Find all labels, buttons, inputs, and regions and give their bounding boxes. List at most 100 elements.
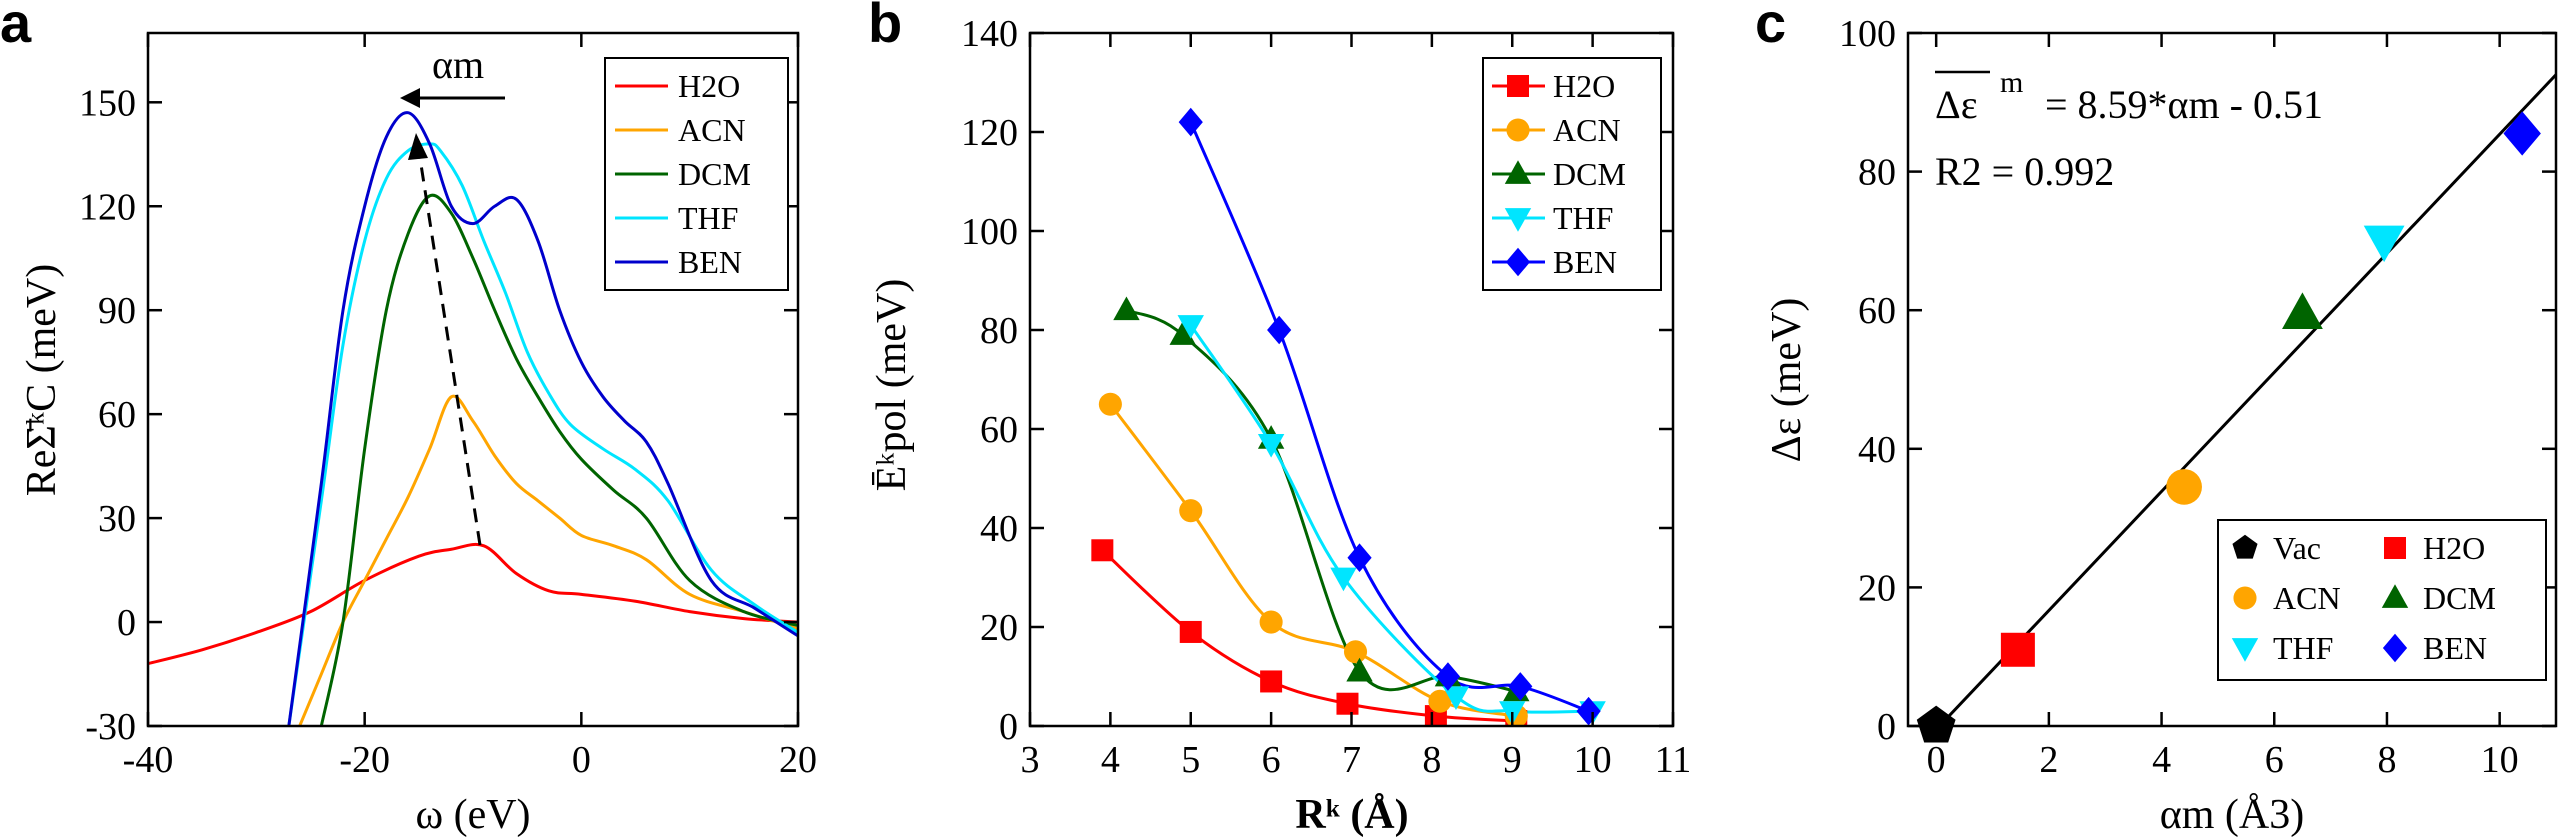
panel-c-frame [1906, 31, 2558, 728]
legend-label-thf: THF [2273, 630, 2333, 666]
data-point-ben [1178, 107, 1203, 137]
data-point-h2o [1179, 620, 1202, 643]
data-point-acn [2166, 469, 2202, 505]
y-tick-label: 40 [980, 508, 1018, 550]
series-line-ben [287, 111, 798, 726]
series-line-thf [287, 142, 798, 726]
data-point-dcm [1346, 657, 1373, 682]
data-point-thf [2363, 225, 2405, 263]
y-tick-label: 40 [1858, 429, 1896, 471]
x-tick-label: 10 [1574, 739, 1612, 781]
panel-a-x-ticks: -40 -20 0 20 [123, 33, 817, 781]
data-point-acn [1098, 392, 1122, 416]
x-tick-label: -40 [123, 739, 174, 781]
legend-label-dcm: DCM [678, 156, 751, 192]
y-tick-label: 100 [961, 211, 1018, 253]
panel-c-y-ticks: 0 20 40 60 80 100 [1839, 13, 2556, 748]
data-point-ben [1267, 315, 1292, 345]
x-tick-label: 9 [1503, 739, 1522, 781]
legend-marker-h2o [1507, 75, 1529, 97]
data-point-acn [1259, 610, 1283, 634]
data-point-ben [2503, 111, 2541, 156]
data-point-ben [1576, 696, 1601, 726]
x-tick-label: 0 [572, 739, 591, 781]
legend-marker-h2o [2384, 537, 2406, 559]
legend-label-h2o: H2O [1553, 68, 1615, 104]
panel-letter-a: a [0, 0, 32, 54]
panel-b-x-label: Rᵏ (Å) [1295, 792, 1408, 837]
data-point-thf [1330, 567, 1357, 592]
alpha-m-label: αm [432, 42, 484, 87]
data-point-acn [1343, 640, 1368, 664]
legend-label-h2o: H2O [678, 68, 740, 104]
y-tick-label: 60 [1858, 290, 1896, 332]
data-point-h2o [1260, 670, 1283, 693]
legend-label-acn: ACN [1553, 112, 1621, 148]
x-tick-label: 2 [2039, 739, 2058, 781]
x-tick-label: 5 [1181, 739, 1200, 781]
panel-letter-c: c [1755, 0, 1786, 54]
x-tick-label: 10 [2481, 739, 2519, 781]
series-line-acn [1109, 403, 1517, 718]
x-tick-label: 20 [779, 739, 817, 781]
legend-marker-ben [2382, 633, 2408, 663]
x-tick-label: 7 [1342, 739, 1361, 781]
y-tick-label: 80 [980, 310, 1018, 352]
legend-marker-acn [1506, 118, 1530, 142]
y-tick-label: 120 [79, 186, 136, 228]
data-point-acn [1428, 689, 1452, 713]
y-tick-label: 0 [1877, 706, 1896, 748]
x-tick-label: 6 [2265, 739, 2284, 781]
data-point-thf [1257, 433, 1285, 458]
y-tick-label: -30 [85, 706, 136, 748]
panel-letter-b: b [868, 0, 902, 54]
data-point-ben [1347, 543, 1372, 572]
panel-a: -40 -20 0 20 -30 0 30 60 90 120 150 ω (eV) ReΣ̄ᵏC… [19, 31, 817, 837]
y-tick-label: 150 [79, 82, 136, 124]
data-point-ben [1508, 672, 1533, 701]
panel-b: 3 4 5 6 7 8 9 10 11 0 20 40 60 80 100 120 140 Rᵏ (Å) Ēᵏ… [869, 13, 1691, 837]
panel-b-x-ticks: 3 4 5 6 7 8 9 10 11 [1021, 33, 1691, 781]
data-point-dcm [1113, 296, 1140, 321]
y-tick-label: 20 [1858, 567, 1896, 609]
data-point-thf [1442, 686, 1470, 711]
data-point-thf [1177, 315, 1204, 339]
data-point-acn [1179, 499, 1203, 523]
legend-label-thf: THF [678, 200, 738, 236]
panel-a-y-label: ReΣ̄ᵏC (meV) [19, 264, 65, 496]
panel-b-y-label: Ēᵏpol (meV) [869, 279, 915, 492]
y-tick-label: 90 [98, 290, 136, 332]
data-point-dcm [1169, 321, 1196, 345]
y-tick-label: 0 [999, 706, 1018, 748]
legend-label-acn: ACN [2273, 580, 2341, 616]
legend-label-ben: BEN [2423, 630, 2487, 666]
data-point-ben [1435, 662, 1461, 691]
fit-equation: Δε m = 8.59*αm - 0.51 R2 = 0.992 [1935, 66, 2323, 194]
legend-marker-acn [2233, 586, 2257, 610]
legend-marker-dcm [2381, 584, 2409, 608]
fit-equation-lhs: Δε [1935, 82, 1978, 127]
panel-a-legend: H2O ACN DCM THF BEN [604, 57, 789, 291]
y-tick-label: 0 [117, 602, 136, 644]
legend-marker-thf [1504, 208, 1532, 232]
legend-marker-thf [2231, 638, 2259, 662]
panel-c-y-label: Δε (meV) [1764, 298, 1810, 463]
panel-b-legend: H2O ACN DCM THF BEN [1482, 57, 1662, 291]
legend-label-ben: BEN [1553, 244, 1617, 280]
panel-c-legend: Vac H2O ACN DCM THF BEN [2217, 519, 2547, 681]
panel-b-y-ticks: 0 20 40 60 80 100 120 140 [961, 13, 1673, 748]
legend-label-dcm: DCM [1553, 156, 1626, 192]
panel-c: 0 2 4 6 8 10 0 20 40 60 80 100 αm (Å3) Δε (meV) Δε… [1764, 13, 2558, 837]
legend-marker-dcm [1504, 160, 1532, 184]
series-line-acn [298, 394, 798, 726]
legend-label-dcm: DCM [2423, 580, 2496, 616]
y-tick-label: 60 [980, 409, 1018, 451]
panel-a-frame [146, 31, 800, 728]
fit-equation-rhs: = 8.59*αm - 0.51 [2045, 82, 2323, 127]
y-tick-label: 100 [1839, 13, 1896, 55]
x-tick-label: -20 [339, 739, 390, 781]
panel-b-plot-area [1091, 107, 1606, 726]
panel-c-x-ticks: 0 2 4 6 8 10 [1927, 33, 2519, 781]
data-point-h2o [1336, 692, 1359, 715]
